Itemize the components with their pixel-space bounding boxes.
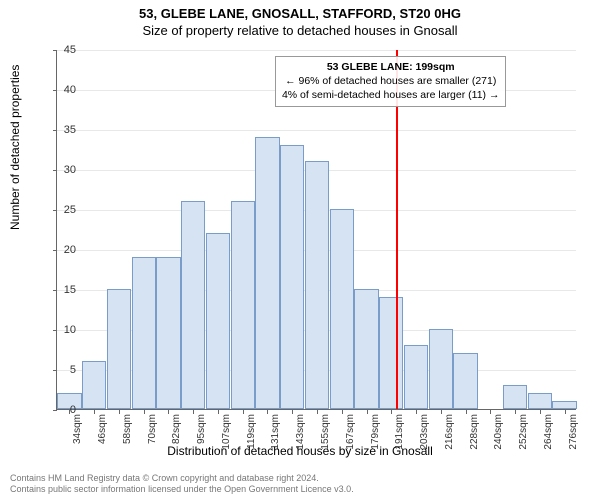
x-axis-label: Distribution of detached houses by size … [0,444,600,458]
footer-line-2: Contains public sector information licen… [10,484,354,496]
ytick-label: 10 [46,324,76,336]
xtick-label: 46sqm [97,414,108,444]
ytick-label: 30 [46,164,76,176]
histogram-bar [82,361,106,409]
annotation-box: 53 GLEBE LANE: 199sqm← 96% of detached h… [275,56,507,107]
gridline [57,130,576,131]
xtick-mark [168,410,169,414]
page-subtitle: Size of property relative to detached ho… [0,21,600,38]
xtick-mark [565,410,566,414]
histogram-bar [379,297,403,409]
footer-attribution: Contains HM Land Registry data © Crown c… [10,473,354,496]
xtick-label: 70sqm [147,414,158,444]
xtick-mark [317,410,318,414]
xtick-mark [342,410,343,414]
histogram-bar [107,289,131,409]
annotation-line: 53 GLEBE LANE: 199sqm [282,60,500,74]
plot-box: 34sqm46sqm58sqm70sqm82sqm95sqm107sqm119s… [56,50,576,410]
ytick-label: 15 [46,284,76,296]
ytick-label: 45 [46,44,76,56]
xtick-mark [466,410,467,414]
xtick-mark [94,410,95,414]
ytick-label: 40 [46,84,76,96]
gridline [57,50,576,51]
xtick-label: 82sqm [171,414,182,444]
histogram-bar [280,145,304,409]
page-title: 53, GLEBE LANE, GNOSALL, STAFFORD, ST20 … [0,0,600,21]
ytick-label: 25 [46,204,76,216]
xtick-mark [416,410,417,414]
histogram-bar [503,385,527,409]
xtick-label: 95sqm [196,414,207,444]
xtick-mark [540,410,541,414]
chart-plot-area: 34sqm46sqm58sqm70sqm82sqm95sqm107sqm119s… [56,50,576,410]
histogram-bar [404,345,428,409]
histogram-bar [255,137,279,409]
annotation-line: 4% of semi-detached houses are larger (1… [282,88,500,102]
ytick-label: 5 [46,364,76,376]
annotation-line: ← 96% of detached houses are smaller (27… [282,74,500,88]
xtick-mark [391,410,392,414]
histogram-bar [305,161,329,409]
histogram-bar [528,393,552,409]
ytick-label: 20 [46,244,76,256]
histogram-bar [429,329,453,409]
histogram-bar [552,401,576,409]
xtick-label: 34sqm [72,414,83,444]
xtick-label: 58sqm [122,414,133,444]
histogram-bar [453,353,477,409]
ytick-label: 0 [46,404,76,416]
ytick-label: 35 [46,124,76,136]
histogram-bar [132,257,156,409]
xtick-mark [119,410,120,414]
y-axis-label: Number of detached properties [8,65,22,230]
histogram-bar [156,257,180,409]
xtick-mark [218,410,219,414]
xtick-mark [267,410,268,414]
histogram-bar [181,201,205,409]
xtick-mark [144,410,145,414]
xtick-mark [490,410,491,414]
xtick-mark [367,410,368,414]
histogram-bar [330,209,354,409]
xtick-mark [243,410,244,414]
footer-line-1: Contains HM Land Registry data © Crown c… [10,473,354,485]
xtick-mark [441,410,442,414]
histogram-bar [231,201,255,409]
xtick-mark [292,410,293,414]
histogram-bar [206,233,230,409]
xtick-mark [193,410,194,414]
xtick-mark [515,410,516,414]
histogram-bar [354,289,378,409]
